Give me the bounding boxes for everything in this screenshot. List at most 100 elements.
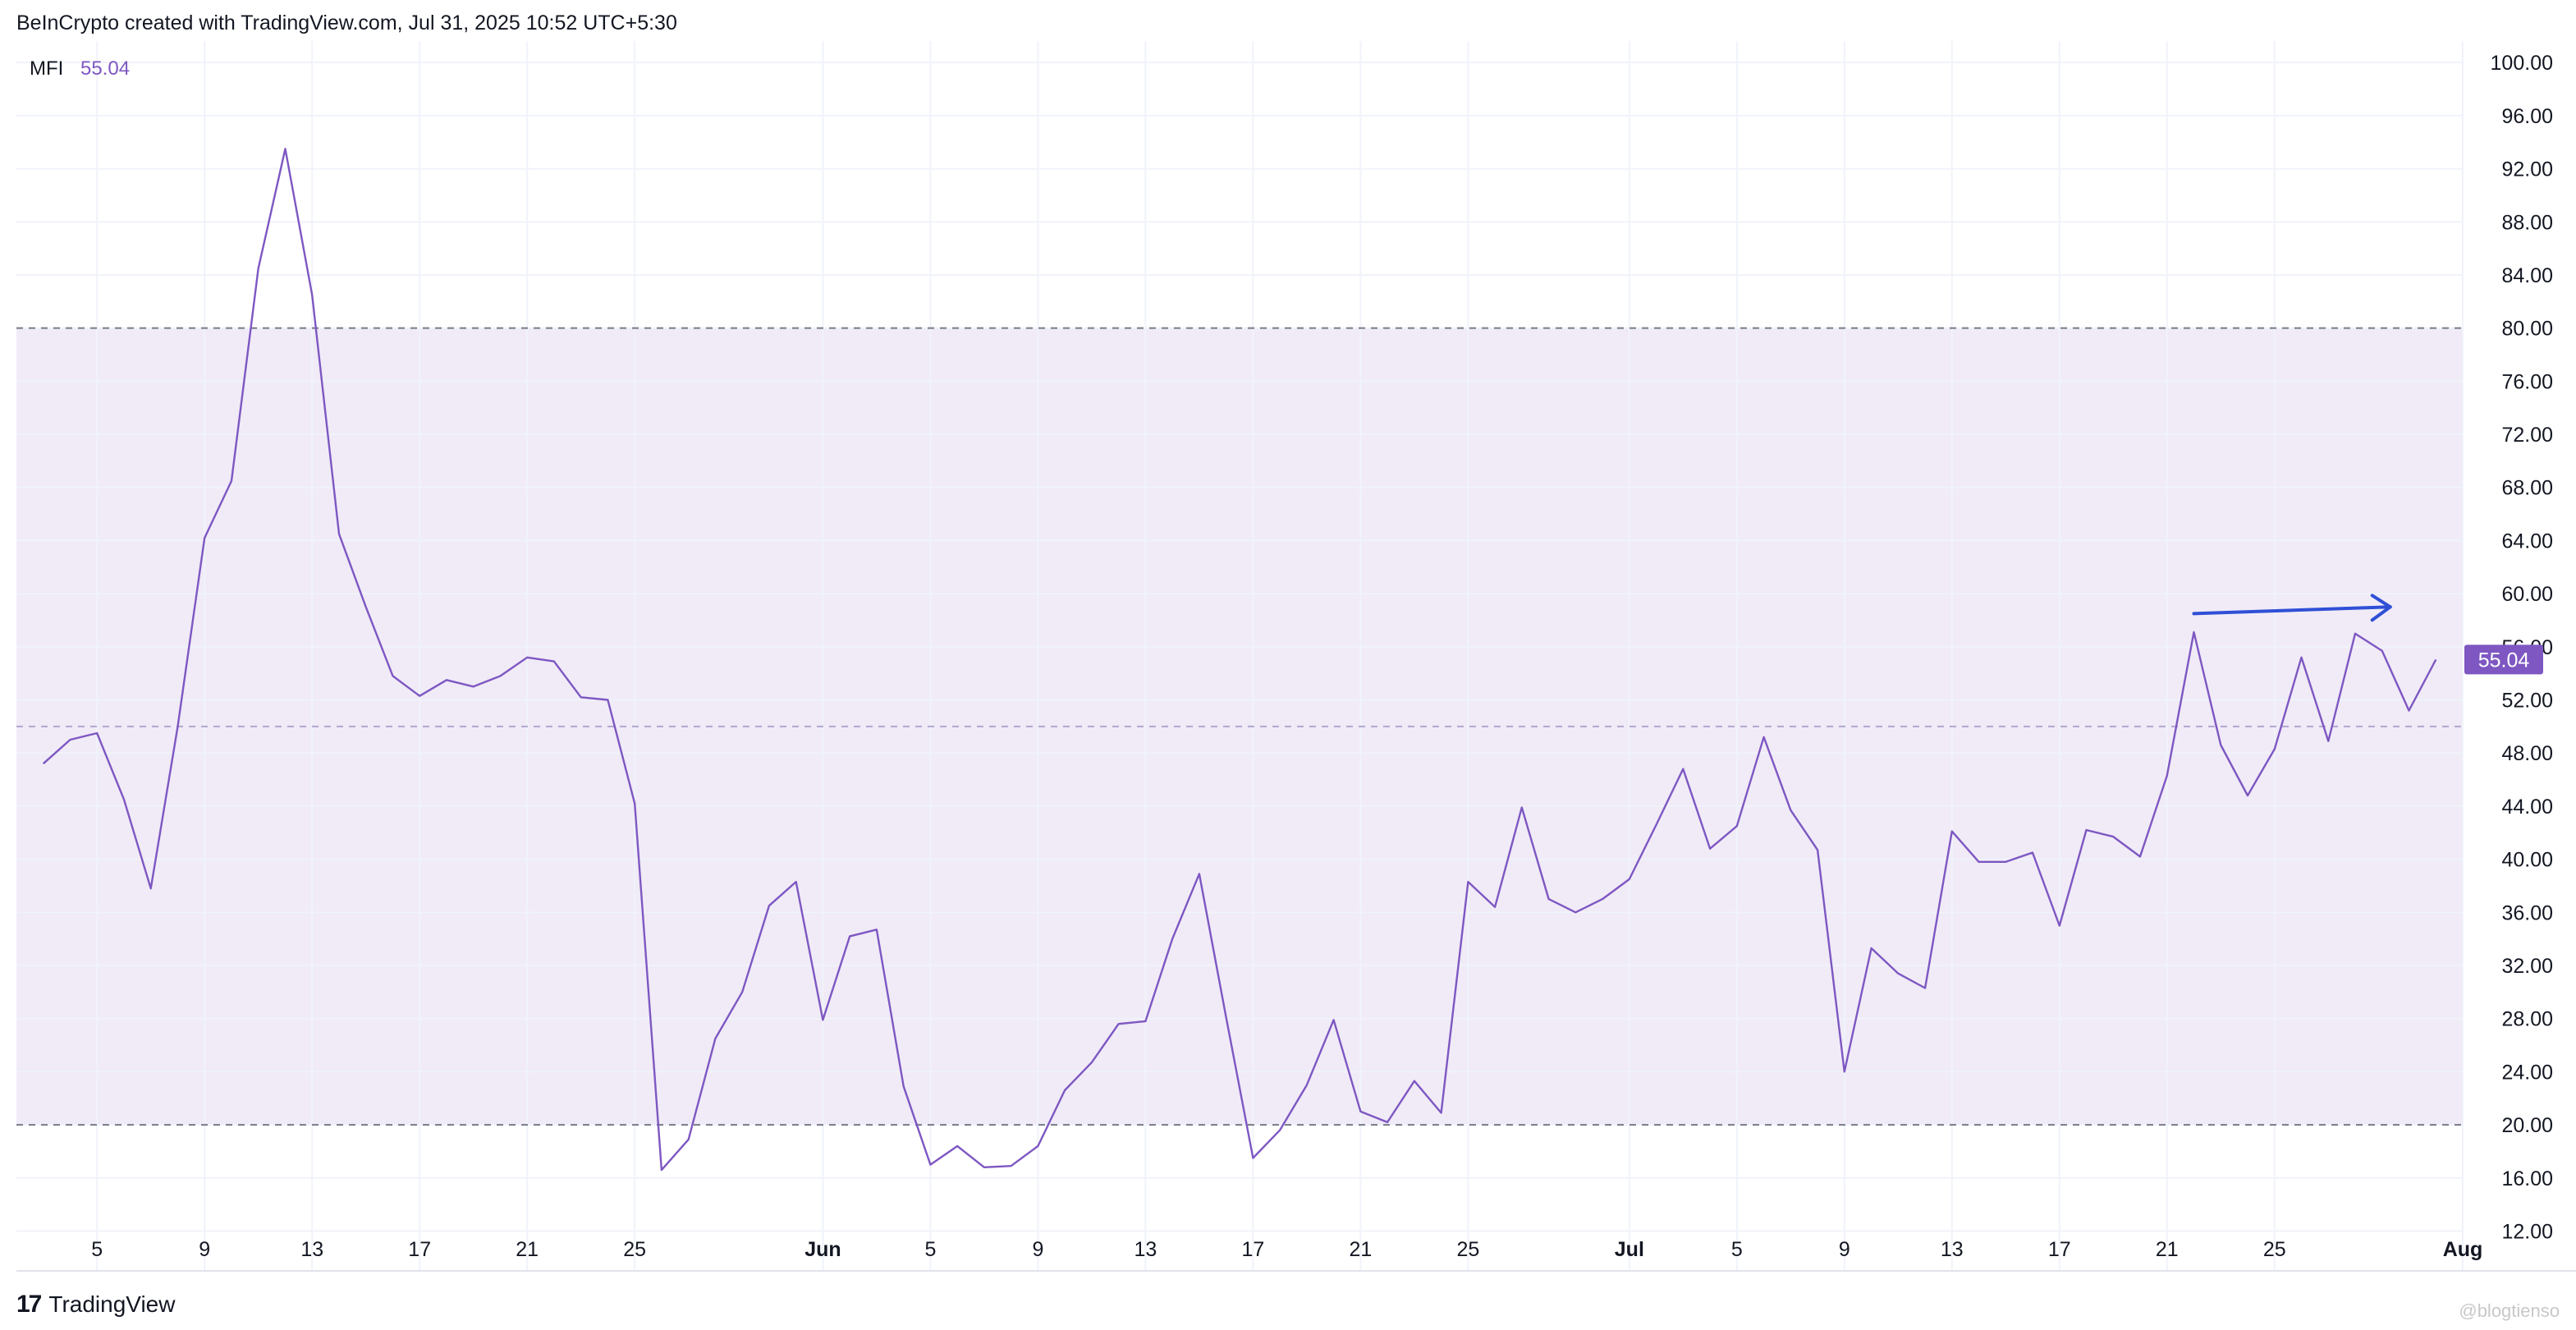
- y-tick-label: 68.00: [2501, 477, 2553, 500]
- x-tick-label: 21: [2156, 1238, 2179, 1261]
- y-tick-label: 80.00: [2501, 318, 2553, 341]
- mfi-data-point: [2166, 775, 2167, 776]
- mfi-data-point: [1172, 938, 1173, 939]
- mfi-data-point: [1360, 1111, 1361, 1112]
- mfi-data-point: [2193, 632, 2194, 633]
- mfi-data-point: [1656, 824, 1657, 825]
- mfi-data-point: [1387, 1121, 1388, 1122]
- mfi-data-point: [715, 1038, 716, 1039]
- arrow-annotation-shaft: [2192, 605, 2392, 616]
- mfi-data-point: [177, 726, 178, 727]
- y-tick-label: 48.00: [2501, 742, 2553, 765]
- x-tick-label: 17: [408, 1238, 431, 1261]
- mfi-data-point: [930, 1164, 931, 1165]
- mfi-data-point: [1871, 947, 1872, 948]
- mfi-data-point: [312, 295, 313, 296]
- mfi-data-point: [2355, 633, 2356, 634]
- x-tick-label: 13: [1134, 1238, 1157, 1261]
- mfi-data-point: [1710, 848, 1711, 849]
- y-tick-label: 16.00: [2501, 1167, 2553, 1190]
- mfi-data-point: [1844, 1071, 1845, 1072]
- mfi-data-point: [1548, 899, 1549, 900]
- x-tick-label: 25: [1456, 1238, 1479, 1261]
- mfi-data-point: [204, 538, 205, 539]
- mfi-data-point: [473, 686, 474, 687]
- y-tick-label: 100.00: [2491, 52, 2553, 75]
- y-tick-label: 92.00: [2501, 158, 2553, 181]
- mfi-data-point: [365, 607, 366, 608]
- x-tick-label: 5: [1731, 1238, 1743, 1261]
- x-tick-label: 13: [1941, 1238, 1964, 1261]
- mfi-data-point: [1495, 906, 1496, 907]
- x-tick-label: 25: [2263, 1238, 2286, 1261]
- mfi-data-point: [1521, 807, 1522, 808]
- mfi-data-point: [2059, 925, 2060, 926]
- x-tick-label: 17: [1241, 1238, 1264, 1261]
- mfi-data-point: [742, 992, 743, 993]
- chart-attribution: BeInCrypto created with TradingView.com,…: [16, 11, 677, 34]
- y-tick-label: 72.00: [2501, 424, 2553, 447]
- mfi-data-point: [1790, 809, 1791, 810]
- x-tick-label: 21: [516, 1238, 539, 1261]
- mfi-data-point: [2274, 749, 2275, 750]
- x-tick-label: Jun: [804, 1238, 841, 1261]
- y-tick-label: 40.00: [2501, 849, 2553, 872]
- mfi-data-point: [70, 740, 71, 741]
- mfi-data-point: [2301, 657, 2302, 658]
- mfi-data-point: [1898, 973, 1899, 974]
- mfi-data-point: [123, 799, 124, 800]
- mfi-data-point: [97, 732, 98, 733]
- y-tick-label: 44.00: [2501, 796, 2553, 819]
- mfi-data-point: [1978, 861, 1979, 862]
- last-value-badge: [2464, 644, 2543, 675]
- mfi-data-point: [795, 882, 796, 883]
- mfi-series-line: [42, 148, 2437, 1172]
- mfi-data-point: [553, 661, 554, 662]
- mfi-data-point: [1763, 736, 1764, 737]
- x-tick-label: 9: [199, 1238, 210, 1261]
- mfi-data-point: [1951, 831, 1952, 832]
- x-tick-label: Jul: [1615, 1238, 1644, 1261]
- y-tick-label: 60.00: [2501, 583, 2553, 606]
- mfi-data-point: [957, 1145, 958, 1146]
- x-tick-label: 21: [1349, 1238, 1372, 1261]
- indicator-value: 55.04: [80, 57, 131, 80]
- y-tick-label: 28.00: [2501, 1008, 2553, 1031]
- mfi-data-point: [446, 680, 447, 681]
- y-tick-label: 20.00: [2501, 1114, 2553, 1137]
- mfi-data-point: [903, 1086, 904, 1087]
- mfi-data-point: [1468, 882, 1469, 883]
- mfi-data-point: [876, 929, 877, 930]
- watermark: @blogtienso: [2459, 1300, 2560, 1321]
- mfi-data-point: [150, 888, 151, 889]
- y-tick-label: 88.00: [2501, 211, 2553, 234]
- mfi-data-point: [527, 657, 528, 658]
- mfi-data-point: [1602, 899, 1603, 900]
- x-tick-label: 13: [300, 1238, 323, 1261]
- x-tick-label: 9: [1839, 1238, 1850, 1261]
- mfi-data-point: [1441, 1112, 1442, 1113]
- mfi-data-point: [2005, 861, 2006, 862]
- footer: 17 TradingView: [16, 1291, 175, 1319]
- mfi-data-point: [1736, 826, 1737, 827]
- tradingview-logo-icon: 17: [16, 1291, 42, 1318]
- mfi-data-point: [1145, 1020, 1146, 1021]
- mfi-data-point: [1091, 1062, 1092, 1063]
- y-tick-label: 64.00: [2501, 530, 2553, 553]
- mfi-data-point: [1817, 850, 1818, 851]
- mfi-data-point: [661, 1170, 662, 1171]
- mfi-data-point: [688, 1139, 689, 1140]
- y-tick-label: 24.00: [2501, 1061, 2553, 1084]
- x-tick-label: 25: [623, 1238, 646, 1261]
- mfi-data-point: [2086, 830, 2087, 831]
- mfi-data-point: [2381, 650, 2382, 651]
- x-tick-label: 9: [1032, 1238, 1043, 1261]
- mfi-data-point: [580, 697, 581, 698]
- y-tick-label: 96.00: [2501, 105, 2553, 128]
- mfi-data-point: [1065, 1090, 1066, 1091]
- x-tick-label: 17: [2048, 1238, 2071, 1261]
- indicator-legend: MFI 55.04: [30, 57, 130, 80]
- y-tick-label: 32.00: [2501, 955, 2553, 978]
- last-value-label: 55.04: [2478, 649, 2530, 672]
